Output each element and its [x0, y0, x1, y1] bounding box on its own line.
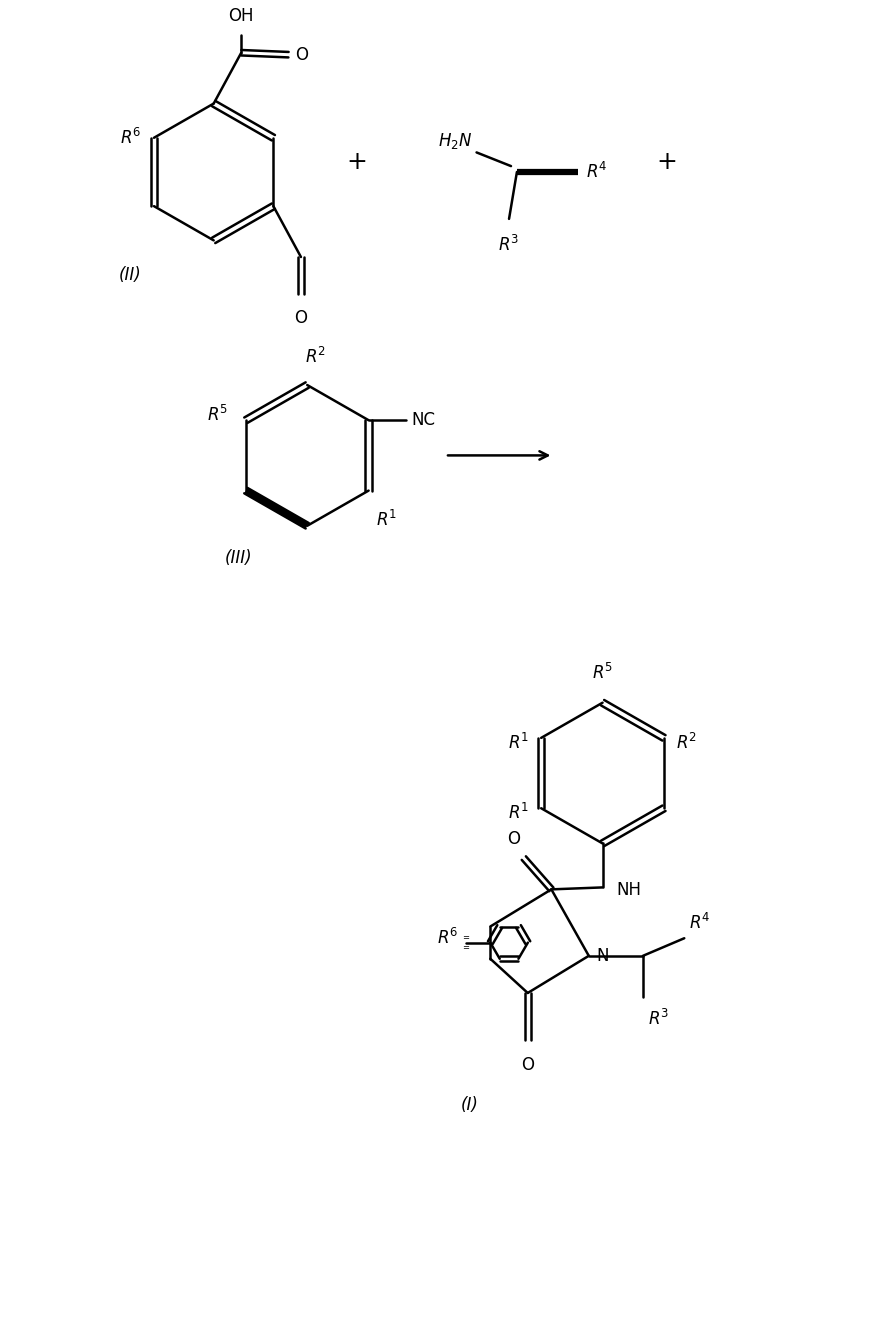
- Text: $R^2$: $R^2$: [305, 348, 325, 368]
- Text: NC: NC: [411, 411, 435, 429]
- Text: NH: NH: [616, 882, 642, 899]
- Text: $R^1$: $R^1$: [508, 803, 530, 823]
- Text: O: O: [296, 46, 308, 63]
- Text: $R^5$: $R^5$: [592, 663, 613, 683]
- Text: (I): (I): [461, 1096, 478, 1114]
- Text: $R^5$: $R^5$: [207, 405, 228, 425]
- Text: $R^3$: $R^3$: [648, 1009, 669, 1029]
- Text: $R^6$: $R^6$: [437, 927, 459, 947]
- Text: $R^4$: $R^4$: [689, 914, 711, 933]
- Text: N: N: [597, 947, 609, 965]
- Text: $R^1$: $R^1$: [376, 510, 398, 530]
- Text: (III): (III): [225, 549, 252, 568]
- Text: O: O: [507, 831, 521, 848]
- Text: OH: OH: [228, 7, 254, 25]
- Text: =
=: = =: [462, 933, 470, 953]
- Text: $R^2$: $R^2$: [676, 733, 697, 753]
- Text: $R^4$: $R^4$: [586, 162, 607, 183]
- Text: +: +: [346, 150, 366, 174]
- Text: (II): (II): [118, 266, 142, 283]
- Text: O: O: [521, 1056, 534, 1074]
- Text: O: O: [295, 309, 307, 327]
- Text: $R^6$: $R^6$: [120, 127, 142, 148]
- Text: +: +: [656, 150, 677, 174]
- Text: $R^1$: $R^1$: [508, 733, 530, 753]
- Text: $R^3$: $R^3$: [498, 235, 520, 255]
- Text: $H_2N$: $H_2N$: [438, 130, 472, 150]
